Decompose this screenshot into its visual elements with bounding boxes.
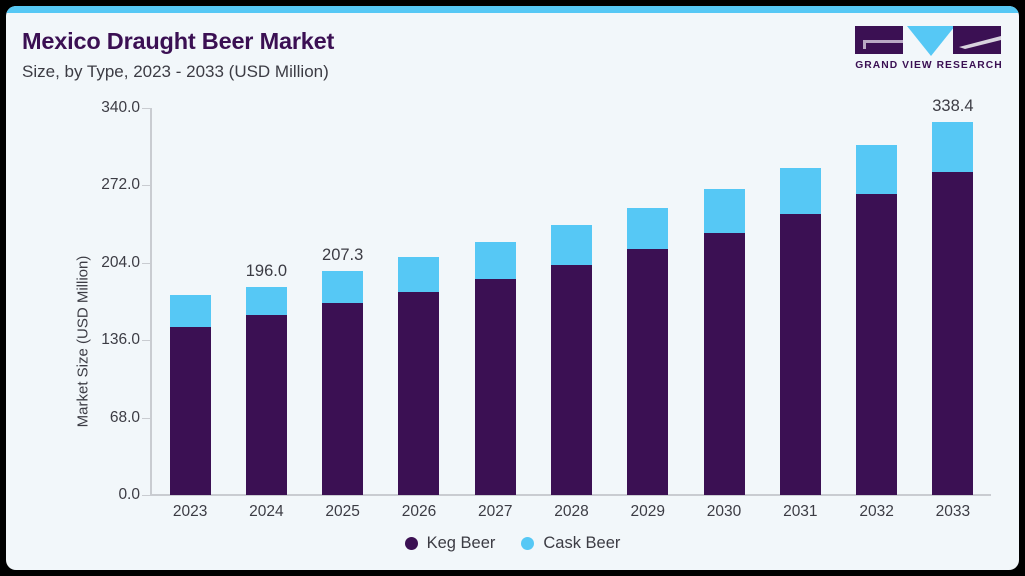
y-axis-title: Market Size (USD Million) <box>74 255 92 428</box>
bar-segment-cask-beer[interactable] <box>779 168 821 215</box>
plot-area: 196.0 207.3 338.4 2023 2024 2025 2026 2027 2028… <box>142 97 991 520</box>
page-subtitle: Size, by Type, 2023 - 2033 (USD Million) <box>22 62 329 81</box>
bar-group[interactable] <box>627 207 669 495</box>
x-axis-tick-label: 2032 <box>859 503 894 520</box>
legend-label: Keg Beer <box>426 534 496 552</box>
x-axis-line <box>150 494 991 496</box>
bar-segment-cask-beer[interactable] <box>627 207 669 250</box>
logo-v-triangle-icon <box>907 26 955 56</box>
y-axis-tick-label: 272.0 <box>101 176 140 194</box>
y-axis-tick <box>142 340 150 342</box>
x-axis-tick-label: 2030 <box>706 503 742 520</box>
bar-segment-cask-beer[interactable] <box>856 145 898 194</box>
x-axis-tick-label: 2028 <box>554 503 589 520</box>
logo-r-slash-icon <box>959 36 1001 49</box>
x-axis-tick-label: 2027 <box>477 503 513 520</box>
legend-item[interactable]: Keg Beer <box>404 534 496 553</box>
x-axis-tick-label: 2031 <box>783 503 818 520</box>
chart-legend: Keg Beer Cask Beer <box>6 534 1019 553</box>
bar-segment-keg-beer[interactable] <box>703 232 745 495</box>
y-axis-tick <box>142 495 150 496</box>
bar-segment-keg-beer[interactable] <box>474 278 516 495</box>
bar-group[interactable] <box>779 168 821 495</box>
bar-segment-keg-beer[interactable] <box>779 214 821 495</box>
bar-segment-keg-beer[interactable] <box>627 249 669 495</box>
bar-group[interactable] <box>551 225 592 495</box>
bar-segment-keg-beer[interactable] <box>932 172 974 495</box>
bar-segment-cask-beer[interactable] <box>703 188 745 233</box>
chart-card: Mexico Draught Beer Market Size, by Type… <box>6 6 1019 570</box>
logo-g-notch-icon <box>863 40 903 43</box>
bar-segment-cask-beer[interactable] <box>398 257 440 292</box>
bar-group[interactable]: 207.3 <box>322 246 364 495</box>
y-axis-tick-label: 68.0 <box>109 408 140 426</box>
y-axis-tick-label: 136.0 <box>101 331 140 349</box>
y-axis-tick-label: 0.0 <box>118 486 140 503</box>
bar-group[interactable] <box>398 257 440 495</box>
bar-segment-cask-beer[interactable] <box>932 121 974 173</box>
bar-group[interactable]: 196.0 <box>245 262 287 495</box>
bar-segment-cask-beer[interactable] <box>245 286 287 316</box>
bar-group[interactable] <box>703 188 745 495</box>
page-title: Mexico Draught Beer Market <box>22 28 335 54</box>
y-axis-tick-label: 204.0 <box>101 253 140 271</box>
bar-segment-keg-beer[interactable] <box>551 264 592 495</box>
logo-g-stem-icon <box>863 40 866 49</box>
x-axis-tick-label: 2033 <box>935 503 971 520</box>
legend-item[interactable]: Cask Beer <box>521 534 620 553</box>
bar-segment-cask-beer[interactable] <box>474 241 516 279</box>
y-axis-tick-label: 340.0 <box>101 99 140 116</box>
bar-value-label: 207.3 <box>322 246 364 265</box>
bar-segment-keg-beer[interactable] <box>169 326 211 495</box>
y-axis-line <box>150 108 152 495</box>
legend-swatch-icon <box>404 537 418 550</box>
x-axis-tick-label: 2026 <box>401 503 437 520</box>
x-axis-tick-label: 2029 <box>630 503 666 520</box>
bar-group[interactable] <box>856 145 898 495</box>
bar-segment-cask-beer[interactable] <box>551 225 592 265</box>
bar-segment-keg-beer[interactable] <box>398 291 440 495</box>
bar-segment-keg-beer[interactable] <box>322 303 364 495</box>
bar-segment-cask-beer[interactable] <box>322 271 364 304</box>
y-axis-tick <box>142 262 150 264</box>
logo-text: GRAND VIEW RESEARCH <box>855 60 1003 71</box>
legend-swatch-icon <box>521 537 535 550</box>
accent-top-bar <box>6 6 1019 13</box>
bar-group[interactable]: 338.4 <box>932 97 974 495</box>
x-axis-tick-label: 2024 <box>249 503 284 520</box>
bar-value-label: 338.4 <box>932 96 974 115</box>
bar-group[interactable] <box>169 295 211 495</box>
bar-group[interactable] <box>474 241 516 495</box>
y-axis-tick <box>142 185 150 187</box>
y-axis-labels: Market Size (USD Million) 0.0 68.0 136.0 20… <box>58 99 141 503</box>
bar-segment-keg-beer[interactable] <box>245 315 287 495</box>
legend-label: Cask Beer <box>543 534 621 552</box>
bar-segment-cask-beer[interactable] <box>169 295 211 327</box>
x-axis-tick-label: 2025 <box>325 503 360 520</box>
y-axis-tick <box>142 108 150 109</box>
y-axis-tick <box>142 417 150 419</box>
bar-value-label: 196.0 <box>245 261 288 280</box>
bar-series-container: 196.0 207.3 338.4 <box>152 97 991 495</box>
logo-marks <box>849 26 1009 56</box>
x-axis-tick-label: 2023 <box>172 503 208 520</box>
bar-segment-keg-beer[interactable] <box>856 193 898 495</box>
grand-view-research-logo: GRAND VIEW RESEARCH <box>849 26 1009 78</box>
